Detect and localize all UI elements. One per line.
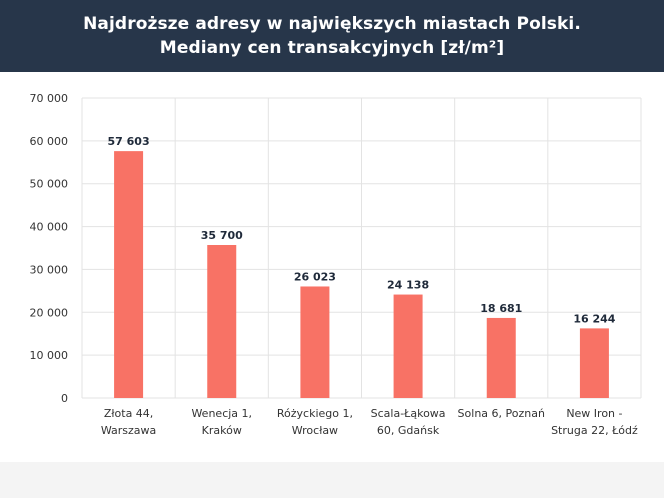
bottom-strip — [0, 462, 664, 498]
x-tick-label: Struga 22, Łódź — [551, 424, 638, 437]
bar — [114, 151, 144, 398]
y-tick-label: 40 000 — [30, 221, 69, 234]
x-tick-label: Różyckiego 1, — [277, 407, 353, 420]
bar — [393, 294, 423, 398]
x-tick-label: Scala-Łąkowa — [371, 407, 446, 420]
x-tick-label: Wenecja 1, — [191, 407, 252, 420]
bar — [300, 286, 330, 398]
bar-value-label: 26 023 — [294, 270, 336, 283]
y-tick-label: 10 000 — [30, 349, 69, 362]
bar — [486, 317, 516, 398]
y-tick-label: 30 000 — [30, 263, 69, 276]
bar-value-label: 57 603 — [108, 135, 150, 148]
bar-chart: 0 10 000 20 000 30 000 40 000 50 000 60 000 70 … — [0, 72, 664, 462]
x-tick-label: 60, Gdańsk — [377, 424, 440, 437]
bar-value-label: 35 700 — [201, 229, 243, 242]
x-tick-label: Wrocław — [292, 424, 338, 437]
x-tick-label: Kraków — [202, 424, 242, 437]
bar — [207, 245, 237, 398]
chart-header: Najdroższe adresy w największych miastac… — [0, 0, 664, 72]
x-tick-label: New Iron - — [566, 407, 622, 420]
bar-value-label: 18 681 — [480, 302, 522, 315]
chart-title-line-1: Najdroższe adresy w największych miastac… — [83, 14, 581, 34]
y-tick-label: 20 000 — [30, 306, 69, 319]
y-tick-label: 0 — [61, 392, 68, 405]
x-tick-label: Solna 6, Poznań — [458, 407, 545, 420]
x-tick-label: Złota 44, — [104, 407, 153, 420]
bar — [579, 328, 609, 398]
y-tick-label: 70 000 — [30, 92, 69, 105]
x-tick-label: Warszawa — [101, 424, 156, 437]
bar-chart-svg: 0 10 000 20 000 30 000 40 000 50 000 60 000 70 … — [30, 92, 642, 437]
bar-value-label: 24 138 — [387, 279, 429, 292]
y-tick-label: 60 000 — [30, 135, 69, 148]
y-tick-label: 50 000 — [30, 178, 69, 191]
chart-title-line-2: Mediany cen transakcyjnych [zł/m²] — [159, 38, 505, 58]
bar-value-label: 16 244 — [573, 312, 615, 325]
